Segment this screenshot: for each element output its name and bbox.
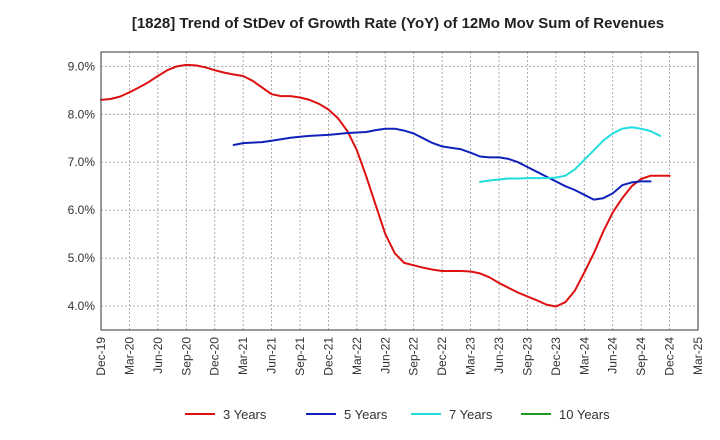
x-tick-label: Sep-24: [634, 337, 648, 376]
x-tick-label: Sep-22: [407, 337, 421, 376]
legend-label-5-years: 5 Years: [344, 407, 388, 422]
x-tick-label: Mar-24: [577, 337, 591, 375]
x-tick-label: Sep-21: [293, 337, 307, 376]
x-tick-label: Sep-23: [520, 337, 534, 376]
y-tick-label: 7.0%: [68, 155, 96, 169]
series-layer: [100, 63, 671, 308]
x-tick-label: Jun-21: [265, 337, 279, 374]
series-line-7-years: [479, 126, 662, 183]
x-tick-label: Mar-20: [122, 337, 136, 375]
x-tick-label: Mar-25: [691, 337, 705, 375]
chart-title: [1828] Trend of StDev of Growth Rate (Yo…: [132, 15, 664, 32]
x-tick-label: Mar-21: [236, 337, 250, 375]
x-tick-label: Dec-21: [321, 337, 335, 376]
x-tick-label: Dec-20: [208, 337, 222, 376]
x-tick-label: Dec-22: [435, 337, 449, 376]
y-tick-label: 4.0%: [68, 299, 96, 313]
legend-label-7-years: 7 Years: [449, 407, 493, 422]
x-tick-label: Dec-24: [663, 337, 677, 376]
y-axis-ticks: 4.0% 5.0% 6.0% 7.0% 8.0% 9.0%: [68, 59, 96, 313]
series-line-3-years: [100, 63, 671, 308]
y-tick-label: 5.0%: [68, 251, 96, 265]
x-tick-label: Dec-19: [94, 337, 108, 376]
legend: 3 Years 5 Years 7 Years 10 Years: [185, 407, 610, 422]
grid-layer: [101, 52, 698, 330]
y-tick-label: 9.0%: [68, 59, 96, 73]
x-tick-label: Jun-20: [151, 337, 165, 374]
legend-label-10-years: 10 Years: [559, 407, 610, 422]
legend-label-3-years: 3 Years: [223, 407, 267, 422]
y-tick-label: 8.0%: [68, 107, 96, 121]
x-tick-label: Mar-22: [350, 337, 364, 375]
x-tick-label: Jun-22: [378, 337, 392, 374]
x-axis-ticks: Dec-19 Mar-20 Jun-20 Sep-20 Dec-20 Mar-21 Jun-…: [94, 337, 705, 376]
x-tick-label: Dec-23: [549, 337, 563, 376]
plot-frame: [100, 51, 699, 331]
x-tick-label: Sep-20: [179, 337, 193, 376]
x-tick-label: Mar-23: [464, 337, 478, 375]
x-tick-label: Jun-23: [492, 337, 506, 374]
x-tick-label: Jun-24: [606, 337, 620, 374]
series-line-5-years: [232, 127, 652, 201]
y-tick-label: 6.0%: [68, 203, 96, 217]
